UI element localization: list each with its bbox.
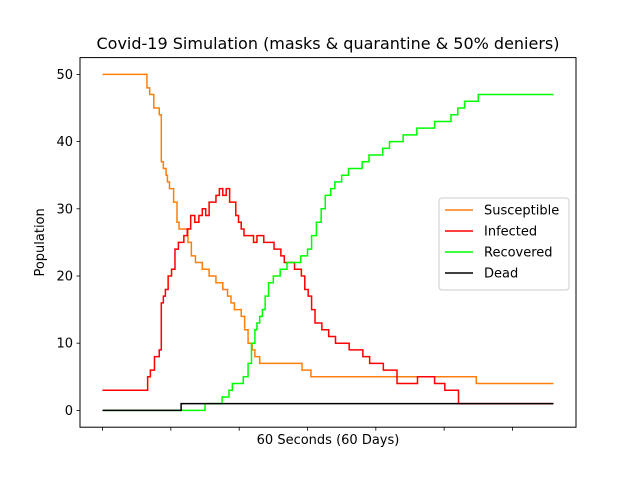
series-line-recovered [102,93,554,412]
legend-entry: Recovered [484,246,553,261]
y-axis-label: Population [33,208,48,276]
y-tick-label: 10 [56,337,73,352]
y-axis: 0 10 20 30 40 50 [56,68,80,419]
y-tick-label: 20 [56,270,73,285]
x-axis-label: 60 Seconds (60 Days) [257,433,400,448]
x-axis [102,427,513,431]
chart-title: Covid-19 Simulation (masks & quarantine … [97,34,560,53]
plot-frame [79,57,577,428]
legend: Susceptible Infected Recovered Dead [438,197,570,291]
legend-entry: Infected [484,225,537,240]
legend-entry: Dead [484,267,518,282]
series-line-susceptible [102,73,554,385]
y-tick-label: 30 [56,202,73,217]
y-tick-label: 40 [56,135,73,150]
series-line-dead [102,402,554,412]
legend-entry: Susceptible [484,204,559,219]
y-tick-label: 50 [56,68,73,83]
legend-box [438,197,570,291]
y-tick-label: 0 [65,404,73,419]
series-layer [102,73,554,412]
series-line-infected [102,187,554,405]
